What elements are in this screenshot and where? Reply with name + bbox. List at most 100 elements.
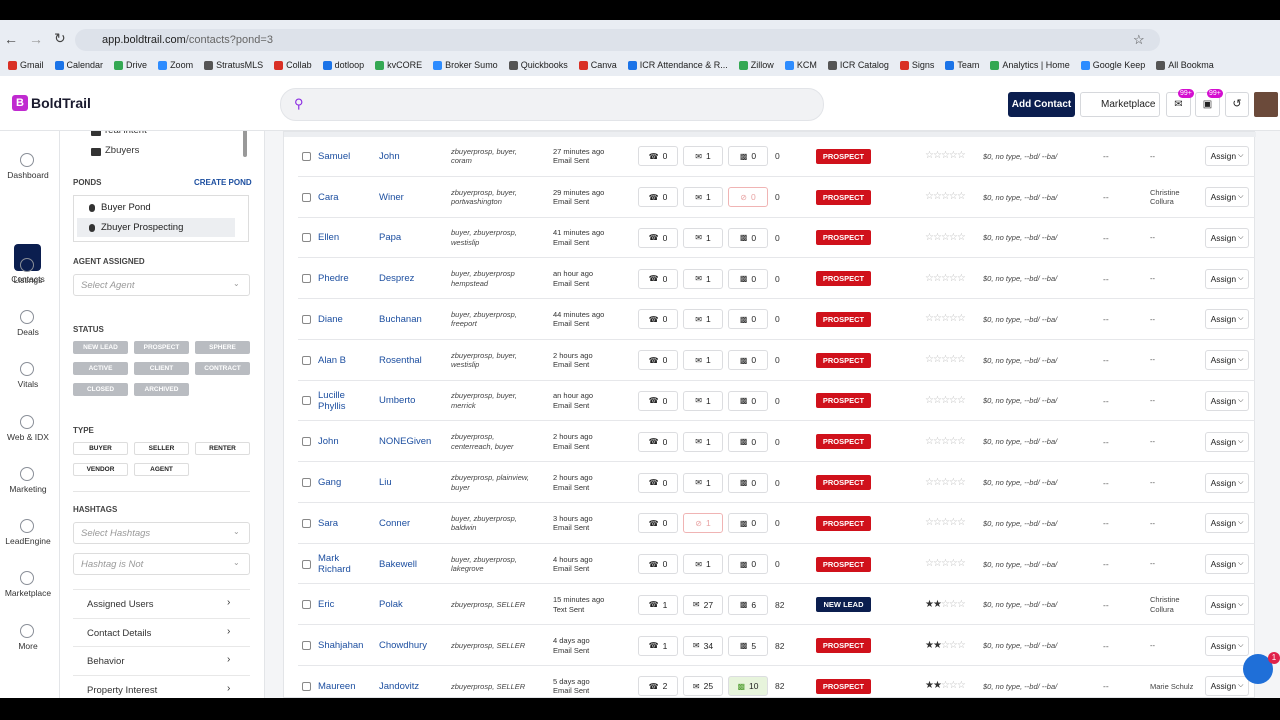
count-button[interactable]: ▩ 0 (728, 227, 768, 248)
star-icon[interactable]: ☆ (1133, 32, 1145, 47)
nav-icon[interactable] (20, 153, 34, 167)
filter-section[interactable]: Behavior › (73, 646, 250, 674)
bookmark[interactable]: StratusMLS (204, 60, 263, 70)
type-filter[interactable]: VENDOR (73, 463, 128, 476)
count-button[interactable]: ☎ 0 (638, 227, 678, 248)
nav-label[interactable]: Web & IDX (7, 431, 49, 442)
bookmark[interactable]: Signs (899, 60, 934, 70)
checkbox[interactable] (302, 518, 311, 528)
type-filter[interactable]: SELLER (134, 442, 189, 455)
count-button[interactable]: ⊘ 0 (728, 187, 768, 208)
count-button[interactable]: ☎ 0 (638, 431, 678, 452)
first-name[interactable]: John (318, 436, 339, 448)
folder-label[interactable]: Zbuyers (105, 145, 140, 156)
status-filter[interactable]: CLOSED (73, 383, 128, 396)
nav-icon[interactable] (20, 309, 34, 324)
count-button[interactable]: ✉ 1 (683, 146, 723, 167)
count-button[interactable]: ☎ 0 (638, 268, 678, 289)
bookmark[interactable]: Zoom (158, 60, 193, 70)
bookmark[interactable]: kvCORE (375, 60, 422, 70)
select[interactable]: Select Hashtags ⌄ (73, 522, 250, 544)
last-name[interactable]: Bakewell (379, 558, 418, 570)
assign-button[interactable]: Assign ⌵ (1205, 472, 1249, 493)
count-button[interactable]: ✉ 25 (683, 676, 723, 697)
assign-button[interactable]: Assign ⌵ (1205, 390, 1249, 411)
count-button[interactable]: ⊘ 1 (683, 513, 723, 534)
checkbox[interactable] (302, 437, 311, 447)
assign-button[interactable]: Assign ⌵ (1205, 513, 1249, 534)
count-button[interactable]: ▩ 0 (728, 350, 768, 371)
count-button[interactable]: ▩ 0 (728, 268, 768, 289)
nav-label[interactable]: Dashboard (7, 170, 49, 180)
filter-section[interactable]: Contact Details › (73, 617, 250, 646)
nav-label[interactable]: More (18, 640, 38, 651)
last-name[interactable]: Polak (379, 599, 403, 611)
bookmark[interactable]: dotloop (322, 60, 364, 70)
last-name[interactable]: Jandovitz (379, 680, 420, 692)
status-filter[interactable]: CONTRACT (195, 362, 250, 375)
checkbox[interactable] (302, 355, 311, 365)
search-box[interactable]: ⚲ (280, 88, 824, 121)
count-button[interactable]: ▩ 10 (728, 676, 768, 697)
count-button[interactable]: ▩ 0 (728, 309, 768, 330)
count-button[interactable]: ▩ 5 (728, 635, 768, 656)
last-name[interactable]: Conner (379, 517, 411, 529)
count-button[interactable]: ☎ 0 (638, 350, 678, 371)
url-bar[interactable]: app.boldtrail.com/contacts?pond=3 ☆ (75, 29, 1160, 51)
nav-icon[interactable] (20, 414, 34, 429)
bookmark[interactable]: Drive (114, 60, 147, 70)
count-button[interactable]: ✉ 1 (683, 350, 723, 371)
assign-button[interactable]: Assign ⌵ (1205, 268, 1249, 289)
nav-label[interactable]: LeadEngine (5, 536, 51, 547)
assign-button[interactable]: Assign ⌵ (1205, 350, 1249, 371)
count-button[interactable]: ✉ 1 (683, 472, 723, 493)
count-button[interactable]: ☎ 0 (638, 513, 678, 534)
count-button[interactable]: ▩ 6 (728, 594, 768, 615)
nav-label[interactable]: Contacts (11, 274, 45, 285)
count-button[interactable]: ☎ 0 (638, 146, 678, 167)
count-button[interactable]: ▩ 0 (728, 472, 768, 493)
status-filter[interactable]: PROSPECT (134, 341, 189, 354)
nav-label[interactable]: Vitals (17, 379, 39, 390)
first-name[interactable]: Samuel (318, 150, 351, 162)
first-name[interactable]: Shahjahan (318, 640, 364, 652)
nav-icon[interactable] (20, 257, 34, 272)
count-button[interactable]: ☎ 0 (638, 554, 678, 575)
count-button[interactable]: ☎ 1 (638, 635, 678, 656)
checkbox[interactable] (302, 192, 311, 202)
avatar[interactable] (1254, 92, 1278, 117)
count-button[interactable]: ☎ 0 (638, 309, 678, 330)
checkbox[interactable] (302, 233, 311, 243)
nav-icon[interactable] (20, 571, 34, 586)
count-button[interactable]: ✉ 1 (683, 390, 723, 411)
count-button[interactable]: ✉ 27 (683, 594, 723, 615)
bookmark[interactable]: Google Keep (1080, 60, 1145, 70)
first-name[interactable]: Phedre (318, 273, 349, 285)
bookmark[interactable]: KCM (784, 60, 817, 70)
assign-button[interactable]: Assign ⌵ (1205, 594, 1249, 615)
bookmark[interactable]: Calendar (54, 60, 103, 70)
last-name[interactable]: Buchanan (379, 313, 422, 325)
select[interactable]: Hashtag is Not ⌄ (73, 553, 250, 575)
count-button[interactable]: ☎ 0 (638, 187, 678, 208)
checkbox[interactable] (302, 396, 311, 406)
last-name[interactable]: Umberto (379, 395, 416, 407)
nav-icon[interactable] (20, 623, 34, 638)
nav-icon[interactable] (20, 466, 34, 481)
assign-button[interactable]: Assign ⌵ (1205, 635, 1249, 656)
create-pond-link[interactable]: CREATE POND (194, 178, 252, 187)
count-button[interactable]: ☎ 2 (638, 676, 678, 697)
nav-label[interactable]: Deals (17, 326, 39, 337)
marketplace-button[interactable]: Marketplace (1080, 92, 1160, 117)
checkbox[interactable] (302, 478, 311, 488)
bookmark[interactable]: Team (945, 60, 979, 70)
last-name[interactable]: John (379, 150, 400, 162)
pond-item[interactable]: Buyer Pond (77, 198, 235, 217)
type-filter[interactable]: AGENT (134, 463, 189, 476)
count-button[interactable]: ▩ 0 (728, 146, 768, 167)
first-name[interactable]: Maureen (318, 680, 356, 692)
first-name[interactable]: Gang (318, 477, 342, 489)
nav-label[interactable]: Marketing (9, 483, 47, 494)
count-button[interactable]: ▩ 0 (728, 431, 768, 452)
last-name[interactable]: Chowdhury (379, 640, 428, 652)
